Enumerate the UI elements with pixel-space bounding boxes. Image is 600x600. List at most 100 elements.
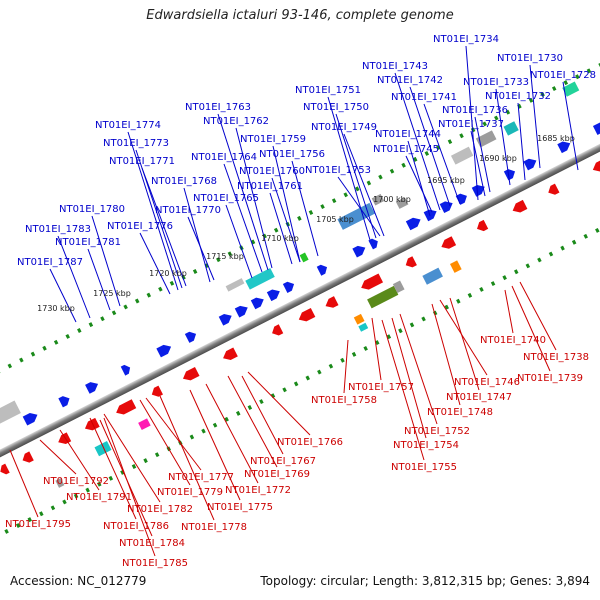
tick-mark <box>131 464 137 469</box>
gene-label: NT01EI_1791 <box>66 492 132 503</box>
leader-line <box>91 215 121 307</box>
tick-mark <box>4 528 9 534</box>
leader-line <box>291 160 319 257</box>
genome-backbone <box>0 106 600 495</box>
tick-mark <box>343 192 348 198</box>
tick-mark <box>331 198 337 204</box>
gene-label: NT01EI_1753 <box>305 165 371 176</box>
gene-label: NT01EI_1733 <box>463 77 529 88</box>
gene-label: NT01EI_1772 <box>225 485 291 496</box>
gene-label: NT01EI_1764 <box>191 152 257 163</box>
gene-label: NT01EI_1761 <box>237 181 303 192</box>
leader-line <box>145 397 202 471</box>
gene-label: NT01EI_1780 <box>59 204 125 215</box>
tick-mark <box>201 428 206 434</box>
tick-mark <box>134 298 140 304</box>
tick-mark <box>39 511 44 517</box>
tick-mark <box>250 239 256 245</box>
leader-line <box>225 204 253 279</box>
tick-mark <box>328 363 334 369</box>
forward-gene <box>523 158 537 171</box>
tick-mark <box>340 357 345 363</box>
feature-block <box>367 285 399 309</box>
tick-mark <box>412 156 418 162</box>
feature-block <box>392 280 405 293</box>
gene-label: NT01EI_1757 <box>348 382 414 393</box>
accession-text: Accession: NC_012779 <box>10 574 147 588</box>
tick-mark <box>375 340 380 346</box>
reverse-gene <box>592 159 600 172</box>
tick-mark <box>227 251 233 257</box>
gene-label: NT01EI_1732 <box>485 91 551 102</box>
bottom-gene-labels: NT01EI_1740NT01EI_1738NT01EI_1739NT01EI_… <box>5 335 589 569</box>
leader-line <box>439 299 488 376</box>
leader-line <box>89 417 137 520</box>
leader-line <box>474 116 491 193</box>
forward-gene <box>85 382 99 394</box>
reverse-gene <box>405 256 417 268</box>
tick-mark <box>100 316 105 322</box>
reverse-gene <box>548 183 560 195</box>
tick-mark <box>389 168 395 174</box>
leader-line <box>103 413 161 503</box>
reverse-gene <box>361 273 384 290</box>
tick-mark <box>525 263 531 269</box>
reverse-gene <box>325 296 339 308</box>
reverse-gene <box>441 236 457 249</box>
forward-gene <box>120 364 131 376</box>
tick-mark <box>494 115 499 121</box>
forward-gene <box>58 396 70 408</box>
gene-label: NT01EI_1748 <box>427 407 493 418</box>
gene-label: NT01EI_1775 <box>207 502 273 513</box>
scale-label: 1705 kbp <box>316 215 354 224</box>
forward-gene <box>503 169 516 181</box>
tick-mark <box>224 416 229 422</box>
scale-labels: 1685 kbp 1690 kbp 1695 kbp 1700 kbp 1705 kbp… <box>37 134 575 313</box>
tick-mark <box>154 452 160 458</box>
feature-block <box>299 252 309 263</box>
gene-label: NT01EI_1783 <box>25 224 91 235</box>
bottom-leader-lines <box>9 281 557 557</box>
tick-mark <box>236 410 241 416</box>
tick-mark <box>398 328 403 334</box>
gene-label: NT01EI_1769 <box>244 469 310 480</box>
leader-line <box>399 313 438 425</box>
forward-gene <box>352 245 366 258</box>
tick-mark <box>73 493 79 499</box>
gene-label: NT01EI_1737 <box>438 119 504 130</box>
gene-label: NT01EI_1758 <box>311 395 377 406</box>
tick-mark <box>444 304 449 310</box>
tick-mark <box>409 322 415 328</box>
gene-label: NT01EI_1774 <box>95 120 161 131</box>
tick-mark <box>540 91 545 97</box>
reverse-gene <box>223 347 238 361</box>
tick-mark <box>571 239 577 245</box>
reverse-gene <box>116 399 137 415</box>
leader-line <box>271 177 301 263</box>
tick-mark <box>479 286 484 292</box>
tick-mark <box>158 286 163 292</box>
gene-label: NT01EI_1734 <box>433 34 499 45</box>
tick-mark <box>108 475 114 481</box>
leader-line <box>511 285 551 372</box>
leader-line <box>217 113 269 271</box>
tick-mark <box>317 369 322 375</box>
tick-mark <box>436 145 441 151</box>
feature-block <box>371 193 385 206</box>
scale-label: 1715 kbp <box>206 252 244 261</box>
tick-mark <box>537 257 542 263</box>
forward-gene <box>250 297 264 310</box>
gene-label: NT01EI_1740 <box>480 335 546 346</box>
scale-label: 1700 kbp <box>373 195 411 204</box>
tick-mark <box>424 151 430 156</box>
leader-line <box>139 399 191 486</box>
gene-label: NT01EI_1730 <box>497 53 563 64</box>
leader-line <box>409 86 451 207</box>
gene-label: NT01EI_1784 <box>119 538 185 549</box>
forward-gene <box>282 281 295 293</box>
scale-label: 1730 kbp <box>37 304 75 313</box>
gene-label: NT01EI_1743 <box>362 61 428 72</box>
reverse-gene <box>58 432 72 444</box>
tick-mark <box>305 375 310 381</box>
feature-block <box>450 146 474 165</box>
